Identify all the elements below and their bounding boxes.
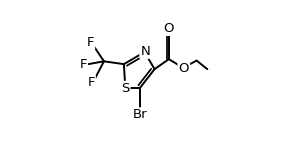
Text: S: S	[121, 82, 130, 95]
Text: O: O	[164, 22, 174, 35]
Text: F: F	[79, 58, 87, 71]
Text: F: F	[87, 36, 94, 49]
Text: Br: Br	[132, 108, 147, 121]
Text: F: F	[87, 76, 95, 89]
Text: O: O	[178, 62, 189, 75]
Text: N: N	[140, 45, 150, 58]
